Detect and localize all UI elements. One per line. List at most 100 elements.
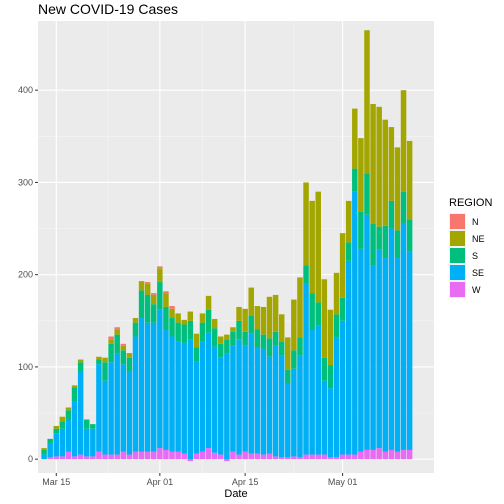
bar-segment-se bbox=[345, 260, 352, 455]
bar-segment-w bbox=[132, 451, 139, 460]
bar-segment-s bbox=[327, 365, 334, 389]
bar-segment-ne bbox=[248, 287, 254, 316]
bar-segment-ne bbox=[205, 295, 212, 310]
bar-segment-w bbox=[181, 453, 187, 460]
bar-segment-w bbox=[65, 451, 72, 460]
bar-segment-se bbox=[285, 383, 291, 458]
bar-segment-w bbox=[224, 459, 230, 462]
bar-segment-n bbox=[169, 306, 175, 309]
bar-segment-ne bbox=[315, 191, 321, 303]
bar-segment-s bbox=[47, 438, 53, 444]
bar-segment-s bbox=[218, 343, 224, 358]
bar-segment-ne bbox=[321, 279, 328, 358]
bar-segment-se bbox=[132, 336, 139, 452]
bar-segment-se bbox=[394, 258, 401, 452]
bar-segment-w bbox=[333, 457, 340, 460]
bar-segment-se bbox=[218, 357, 224, 455]
bar-segment-n bbox=[157, 266, 163, 269]
bar-segment-w bbox=[278, 457, 285, 460]
bar-segment-se bbox=[163, 330, 169, 450]
bar-segment-se bbox=[102, 380, 108, 455]
bar-segment-ne bbox=[278, 314, 285, 343]
bar-segment-w bbox=[151, 451, 157, 460]
bar-segment-w bbox=[376, 448, 382, 460]
bar-segment-w bbox=[260, 454, 267, 460]
bar-segment-se bbox=[327, 388, 334, 458]
bar-segment-s bbox=[83, 419, 90, 429]
bar-segment-s bbox=[224, 339, 230, 354]
bar-segment-s bbox=[333, 314, 340, 338]
bar-segment-ne bbox=[193, 333, 200, 348]
bar-segment-w bbox=[236, 454, 242, 460]
bar-segment-ne bbox=[181, 319, 187, 325]
bar-segment-w bbox=[157, 448, 163, 460]
bar-segment-w bbox=[108, 454, 114, 460]
bar-segment-ne bbox=[59, 416, 66, 422]
bar-segment-w bbox=[211, 452, 218, 460]
bar-segment-s bbox=[297, 337, 303, 356]
chart-title: New COVID-19 Cases bbox=[38, 1, 178, 17]
bar-segment-ne bbox=[358, 138, 364, 212]
bar-segment-w bbox=[187, 459, 194, 462]
bar-segment-ne bbox=[400, 90, 407, 192]
bar-segment-w bbox=[370, 449, 376, 460]
bar-segment-s bbox=[321, 357, 328, 381]
bar-segment-se bbox=[339, 320, 346, 455]
bars bbox=[41, 30, 413, 462]
bar-segment-ne bbox=[175, 313, 181, 323]
bar-segment-s bbox=[382, 225, 389, 259]
y-tick-label: 200 bbox=[18, 270, 33, 280]
bar-segment-s bbox=[132, 322, 139, 337]
bar-segment-s bbox=[144, 294, 151, 323]
bar-segment-ne bbox=[339, 233, 346, 298]
bar-segment-w bbox=[83, 456, 90, 460]
bar-segment-w bbox=[400, 449, 407, 460]
bar-segment-s bbox=[169, 318, 175, 337]
bar-segment-w bbox=[47, 457, 53, 460]
bar-segment-s bbox=[230, 331, 236, 346]
bar-segment-ne bbox=[132, 318, 139, 323]
legend-label-w: W bbox=[472, 285, 481, 295]
bar-segment-s bbox=[187, 320, 194, 340]
bar-segment-s bbox=[114, 334, 120, 354]
bar-segment-s bbox=[370, 223, 376, 266]
bar-segment-se bbox=[224, 353, 230, 460]
bar-segment-n bbox=[114, 327, 120, 331]
bar-segment-ne bbox=[285, 337, 291, 370]
bar-segment-se bbox=[376, 249, 382, 449]
bar-segment-s bbox=[71, 387, 78, 402]
y-tick-label: 400 bbox=[18, 85, 33, 95]
bar-segment-s bbox=[303, 265, 309, 284]
x-tick-label: Mar 15 bbox=[42, 477, 70, 487]
bar-segment-s bbox=[77, 362, 84, 372]
bar-segment-s bbox=[291, 350, 297, 369]
bar-segment-se bbox=[230, 345, 236, 452]
bar-segment-ne bbox=[388, 127, 395, 201]
bar-segment-se bbox=[211, 346, 218, 453]
bar-segment-se bbox=[352, 191, 358, 455]
bar-segment-se bbox=[181, 342, 187, 454]
legend: REGION N NE S SE W bbox=[449, 197, 492, 298]
bar-segment-s bbox=[236, 320, 242, 340]
bar-segment-w bbox=[309, 454, 315, 460]
bar-segment-se bbox=[199, 341, 206, 452]
bar-segment-w bbox=[230, 451, 236, 460]
bar-segment-s bbox=[53, 428, 60, 434]
bar-segment-s bbox=[406, 219, 413, 252]
bar-segment-w bbox=[345, 454, 352, 460]
bar-segment-se bbox=[358, 248, 364, 452]
bar-segment-w bbox=[59, 456, 66, 460]
bar-segment-s bbox=[315, 302, 321, 326]
bar-segment-se bbox=[382, 258, 389, 452]
bar-segment-w bbox=[175, 451, 181, 460]
bar-segment-se bbox=[120, 364, 127, 452]
bar-segment-se bbox=[108, 362, 114, 455]
bar-segment-s bbox=[120, 350, 127, 365]
bar-segment-w bbox=[321, 454, 328, 460]
bar-segment-se bbox=[144, 322, 151, 452]
bar-segment-se bbox=[138, 318, 145, 452]
bar-segment-se bbox=[59, 428, 66, 457]
bar-segment-w bbox=[272, 456, 279, 460]
bar-segment-se bbox=[151, 322, 157, 452]
bar-segment-w bbox=[364, 449, 370, 460]
